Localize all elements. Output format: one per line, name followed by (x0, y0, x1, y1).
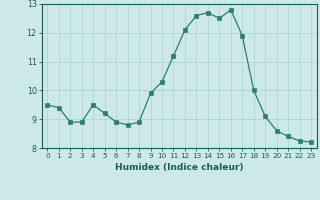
X-axis label: Humidex (Indice chaleur): Humidex (Indice chaleur) (115, 163, 244, 172)
